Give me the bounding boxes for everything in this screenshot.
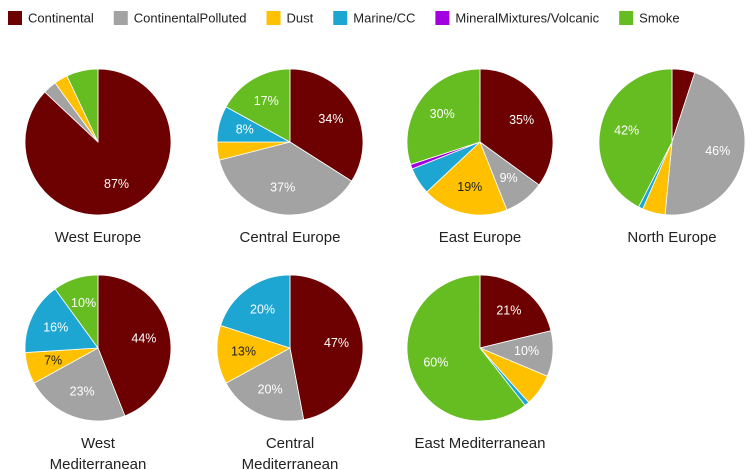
pie-title: Central bbox=[266, 435, 314, 452]
slice-label: 10% bbox=[514, 344, 539, 358]
slice-label: 87% bbox=[104, 177, 129, 191]
pie-title: North Europe bbox=[627, 229, 716, 246]
pie-slice bbox=[406, 274, 526, 422]
pie-title: Mediterranean bbox=[50, 456, 147, 470]
pie-slice bbox=[479, 274, 552, 349]
slice-label: 42% bbox=[614, 123, 639, 137]
pie-slice bbox=[289, 274, 364, 421]
slice-label: 34% bbox=[318, 112, 343, 126]
pie-title: West Europe bbox=[55, 229, 141, 246]
legend-swatch bbox=[435, 11, 450, 25]
legend-swatch bbox=[619, 11, 634, 25]
pie-slice bbox=[54, 274, 99, 350]
pie-title: Central Europe bbox=[240, 229, 341, 246]
legend-swatch bbox=[113, 11, 128, 25]
pie-slice bbox=[664, 72, 746, 216]
slice-label: 16% bbox=[43, 320, 68, 334]
slice-label: 20% bbox=[250, 302, 275, 316]
legend-label: ContinentalPolluted bbox=[134, 10, 247, 25]
slice-label: 19% bbox=[457, 180, 482, 194]
pie-title: East Europe bbox=[439, 229, 522, 246]
pie-slice bbox=[479, 68, 554, 186]
slice-label: 46% bbox=[705, 144, 730, 158]
slice-label: 9% bbox=[500, 171, 518, 185]
slice-label: 8% bbox=[236, 123, 254, 137]
slice-label: 30% bbox=[430, 107, 455, 121]
pie-slice bbox=[97, 274, 172, 417]
slice-label: 47% bbox=[324, 336, 349, 350]
slice-label: 23% bbox=[70, 384, 95, 398]
pie-title: West bbox=[81, 435, 116, 452]
pie-slice bbox=[289, 68, 364, 182]
legend-swatch bbox=[8, 11, 22, 25]
pie-slice bbox=[216, 324, 292, 384]
pie-slice bbox=[24, 288, 99, 354]
legend-label: MineralMixtures/Volcanic bbox=[455, 10, 599, 25]
pie-slice bbox=[218, 141, 353, 216]
legend-label: Smoke bbox=[639, 10, 679, 25]
slice-label: 17% bbox=[254, 94, 279, 108]
slice-label: 35% bbox=[509, 113, 534, 127]
legend-swatch bbox=[266, 11, 281, 25]
pie-slice bbox=[406, 68, 481, 166]
legend-label: Marine/CC bbox=[353, 10, 415, 25]
pie-title: East Mediterranean bbox=[415, 435, 546, 452]
slice-label: 21% bbox=[496, 304, 521, 318]
pie-slice bbox=[33, 347, 126, 422]
slice-label: 7% bbox=[44, 353, 62, 367]
slice-label: 44% bbox=[131, 332, 156, 346]
pie-slice bbox=[220, 274, 291, 349]
legend-label: Dust bbox=[287, 10, 314, 25]
pie-title: Mediterranean bbox=[242, 456, 339, 470]
legend-swatch bbox=[333, 11, 348, 25]
slice-label: 60% bbox=[423, 356, 448, 370]
legend-label: Continental bbox=[28, 10, 94, 25]
pie-slice bbox=[598, 68, 673, 208]
slice-label: 20% bbox=[258, 383, 283, 397]
pie-slice bbox=[426, 141, 508, 216]
pie-slice bbox=[225, 68, 291, 143]
pie-slice bbox=[66, 68, 99, 143]
slice-label: 13% bbox=[231, 345, 256, 359]
pie-slice bbox=[225, 347, 305, 422]
slice-label: 10% bbox=[71, 296, 96, 310]
slice-label: 37% bbox=[270, 180, 295, 194]
